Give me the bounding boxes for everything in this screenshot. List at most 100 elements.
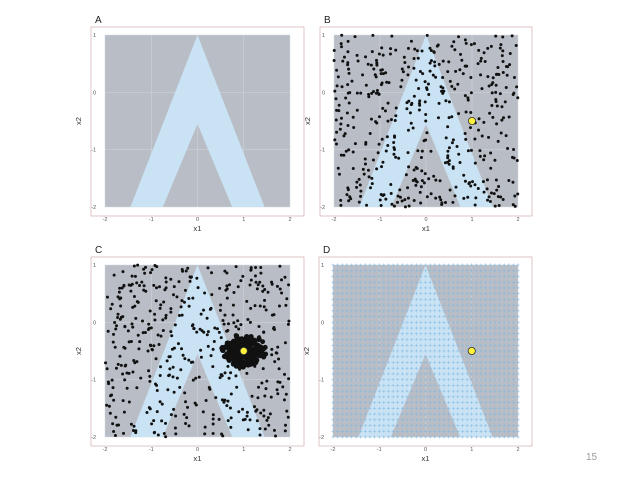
sample-point	[261, 367, 265, 371]
grid-marker	[484, 274, 488, 279]
sample-point	[340, 33, 344, 37]
grid-marker	[460, 303, 465, 307]
grid-marker	[484, 378, 488, 382]
grid-marker	[428, 297, 432, 301]
sample-point	[158, 400, 162, 404]
sample-point	[231, 313, 235, 317]
grid-marker	[465, 303, 469, 307]
sample-point	[266, 416, 270, 420]
sample-point	[381, 106, 385, 110]
grid-marker	[345, 269, 349, 273]
grid-marker	[331, 309, 335, 313]
grid-marker	[419, 309, 423, 313]
sample-point	[159, 365, 163, 369]
sample-point	[116, 362, 120, 366]
grid-marker	[373, 406, 377, 410]
grid-marker	[465, 355, 469, 359]
grid-marker	[419, 337, 423, 342]
grid-marker	[447, 320, 451, 324]
sample-point	[132, 295, 136, 299]
grid-marker	[382, 366, 386, 370]
grid-marker	[377, 263, 381, 267]
grid-marker	[511, 372, 515, 376]
sample-point	[426, 82, 430, 86]
grid-marker	[391, 292, 395, 296]
grid-marker	[414, 292, 418, 296]
sample-point	[237, 327, 241, 331]
grid-marker	[368, 429, 372, 433]
grid-marker	[465, 435, 469, 439]
grid-marker	[382, 280, 386, 284]
grid-marker	[405, 435, 409, 439]
grid-marker	[428, 429, 432, 433]
grid-marker	[405, 378, 409, 382]
grid-marker	[428, 292, 432, 296]
grid-marker	[336, 292, 340, 296]
grid-marker	[451, 326, 455, 330]
grid-marker	[386, 418, 391, 422]
grid-marker	[423, 366, 428, 370]
sample-point	[241, 274, 245, 278]
grid-marker	[331, 337, 335, 342]
sample-point	[424, 138, 428, 142]
grid-marker	[396, 360, 400, 365]
grid-marker	[447, 423, 451, 428]
sample-point	[472, 42, 476, 46]
sample-point	[501, 198, 505, 202]
grid-marker	[405, 297, 409, 301]
sample-point	[119, 363, 123, 367]
sample-point	[513, 204, 517, 208]
grid-marker	[396, 406, 400, 410]
grid-marker	[511, 360, 515, 365]
sample-point	[232, 321, 236, 325]
grid-marker	[428, 332, 432, 336]
sample-point	[453, 194, 457, 198]
grid-marker	[345, 303, 349, 307]
grid-marker	[433, 429, 437, 433]
sample-point	[239, 323, 243, 327]
grid-marker	[349, 320, 354, 324]
sample-point	[105, 403, 109, 407]
grid-marker	[447, 360, 451, 365]
grid-marker	[386, 263, 391, 267]
x-axis-title: x1	[422, 224, 430, 233]
grid-marker	[516, 349, 520, 353]
sample-point	[171, 375, 175, 379]
sample-point	[261, 284, 265, 288]
grid-marker	[363, 326, 367, 330]
grid-marker	[368, 269, 372, 273]
sample-point	[110, 378, 114, 382]
sample-point	[365, 203, 369, 207]
grid-marker	[511, 406, 515, 410]
grid-marker	[433, 292, 437, 296]
grid-marker	[349, 406, 354, 410]
grid-marker	[447, 343, 451, 347]
y-tick-label: 0	[93, 90, 96, 96]
grid-marker	[447, 286, 451, 290]
grid-marker	[340, 274, 344, 279]
sample-point	[458, 161, 462, 165]
grid-marker	[377, 286, 381, 290]
sample-point	[425, 88, 429, 92]
sample-point	[259, 266, 263, 270]
sample-point	[394, 114, 398, 118]
sample-point	[130, 322, 134, 326]
grid-marker	[386, 286, 391, 290]
grid-marker	[368, 292, 372, 296]
grid-marker	[433, 326, 437, 330]
grid-marker	[410, 349, 414, 353]
grid-marker	[456, 332, 460, 336]
grid-marker	[373, 303, 377, 307]
grid-marker	[456, 292, 460, 296]
grid-marker	[345, 383, 349, 387]
grid-marker	[474, 274, 478, 279]
grid-marker	[474, 269, 478, 273]
grid-marker	[331, 303, 335, 307]
sample-point	[117, 290, 121, 294]
sample-point	[205, 333, 209, 337]
sample-point	[172, 407, 176, 411]
grid-marker	[437, 343, 441, 347]
grid-marker	[479, 315, 483, 319]
grid-marker	[507, 372, 511, 376]
grid-marker	[479, 337, 483, 342]
